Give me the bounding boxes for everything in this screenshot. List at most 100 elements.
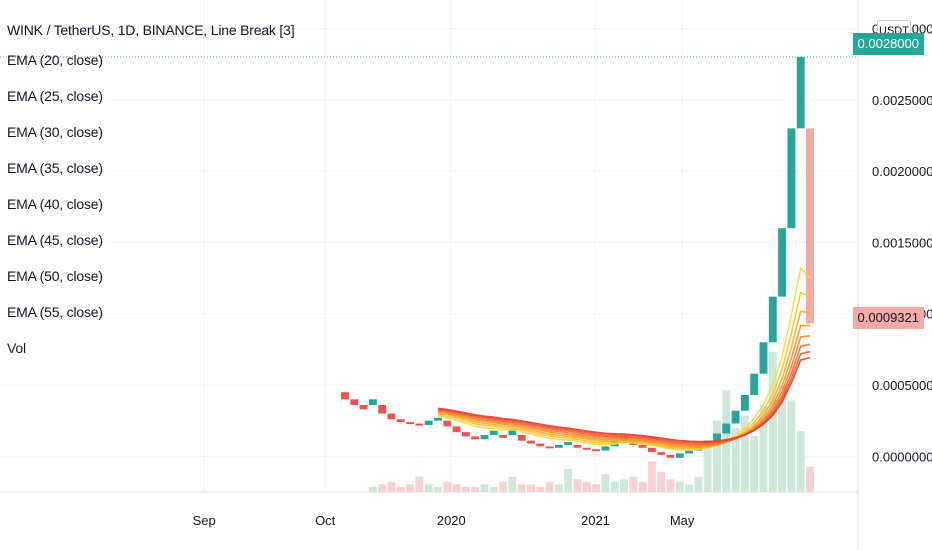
- line-break-brick: [406, 422, 415, 425]
- line-break-brick: [592, 449, 601, 452]
- volume-bar: [768, 352, 777, 492]
- line-break-brick: [341, 392, 349, 400]
- legend-ema-20[interactable]: EMA (20, close): [7, 52, 103, 68]
- y-tick-label: 0.0015000: [872, 235, 932, 250]
- last-price-label: 0.0028000: [852, 33, 924, 55]
- line-break-brick: [368, 399, 377, 406]
- volume-bar: [527, 484, 535, 492]
- line-break-brick: [638, 444, 647, 448]
- legend-ema-35[interactable]: EMA (35, close): [7, 160, 103, 176]
- volume-bar: [406, 484, 415, 492]
- line-break-brick: [527, 440, 535, 444]
- legend-ema-30[interactable]: EMA (30, close): [7, 124, 103, 140]
- line-break-brick: [768, 296, 777, 343]
- legend-ema-50[interactable]: EMA (50, close): [7, 268, 103, 284]
- line-break-brick: [443, 420, 452, 427]
- volume-bar: [368, 486, 377, 492]
- volume-bar: [378, 484, 387, 492]
- line-break-brick: [778, 228, 787, 297]
- line-break-brick: [424, 420, 433, 425]
- legend-ema-55[interactable]: EMA (55, close): [7, 304, 103, 320]
- line-break-brick: [415, 423, 424, 426]
- x-tick-label: Sep: [193, 513, 216, 528]
- line-break-brick: [685, 450, 694, 454]
- line-break-brick: [489, 430, 498, 435]
- legend-ema-40[interactable]: EMA (40, close): [7, 196, 103, 212]
- volume-bar: [666, 479, 675, 492]
- symbol-title[interactable]: WINK / TetherUS, 1D, BINANCE, Line Break…: [7, 22, 295, 38]
- volume-bar: [703, 446, 712, 492]
- line-break-brick: [675, 453, 684, 458]
- y-tick-label: 0.0025000: [872, 93, 932, 108]
- line-break-brick: [554, 444, 563, 448]
- line-break-brick: [461, 432, 470, 437]
- line-break-brick: [499, 434, 508, 438]
- ema-line-25: [437, 291, 811, 450]
- volume-bar: [759, 405, 768, 492]
- line-break-brick: [657, 452, 666, 455]
- volume-bar: [564, 469, 573, 492]
- volume-bar: [536, 486, 545, 492]
- line-break-brick: [452, 426, 461, 433]
- x-tick-label: 2020: [437, 513, 466, 528]
- line-break-brick: [508, 429, 517, 435]
- volume-bar: [806, 466, 814, 492]
- volume-bar: [582, 481, 591, 492]
- legend-ema-25[interactable]: EMA (25, close): [7, 88, 103, 104]
- current-price-label: 0.0009321: [852, 307, 924, 329]
- line-break-brick: [471, 436, 480, 440]
- line-break-brick: [601, 446, 610, 451]
- volume-bar: [675, 481, 684, 492]
- volume-bar: [480, 484, 489, 492]
- volume-bar: [731, 428, 740, 492]
- volume-bar: [499, 481, 508, 492]
- volume-bar: [461, 486, 470, 492]
- legend-ema-45[interactable]: EMA (45, close): [7, 232, 103, 248]
- line-break-brick: [759, 342, 768, 374]
- volume-bar: [740, 415, 749, 492]
- x-tick-label: Oct: [315, 513, 336, 528]
- volume-bar: [452, 484, 461, 492]
- volume-bar: [601, 474, 610, 492]
- line-break-brick: [582, 447, 591, 450]
- volume-bar: [750, 436, 759, 492]
- y-tick-label: 0.0005000: [872, 378, 932, 393]
- y-tick-label: 0.0000000: [872, 449, 932, 464]
- line-break-brick: [806, 128, 814, 324]
- volume-bar: [610, 481, 619, 492]
- volume-bar: [592, 484, 601, 492]
- line-break-brick: [517, 434, 526, 441]
- volume-bar: [647, 461, 656, 492]
- volume-bar: [685, 484, 694, 492]
- volume-bar: [396, 486, 405, 492]
- volume-bar: [489, 486, 498, 492]
- line-break-brick: [722, 423, 731, 434]
- legend-volume[interactable]: Vol: [7, 340, 26, 356]
- volume-bar: [620, 479, 628, 492]
- volume-bar: [517, 484, 526, 492]
- ema-line-55: [437, 356, 811, 443]
- line-break-brick: [359, 405, 368, 410]
- line-break-brick: [434, 417, 442, 421]
- line-break-brick: [713, 433, 721, 441]
- line-break-brick: [740, 395, 749, 411]
- x-tick-label: May: [670, 513, 695, 528]
- line-break-brick: [396, 419, 405, 423]
- volume-bar: [778, 385, 787, 492]
- volume-bar: [638, 481, 647, 492]
- volume-bar: [713, 420, 721, 492]
- volume-bar: [796, 430, 805, 492]
- line-break-brick: [573, 444, 582, 448]
- line-break-brick: [666, 454, 675, 458]
- volume-bar: [471, 486, 480, 492]
- line-break-brick: [378, 405, 387, 414]
- y-tick-label: 0.0020000: [872, 164, 932, 179]
- line-break-brick: [564, 442, 573, 445]
- line-break-brick: [536, 443, 545, 447]
- volume-bar: [508, 476, 517, 492]
- line-break-brick: [787, 128, 796, 229]
- line-break-brick: [545, 446, 554, 449]
- line-break-brick: [796, 57, 805, 129]
- volume-bar: [554, 484, 563, 492]
- chart-legend: WINK / TetherUS, 1D, BINANCE, Line Break…: [7, 22, 295, 376]
